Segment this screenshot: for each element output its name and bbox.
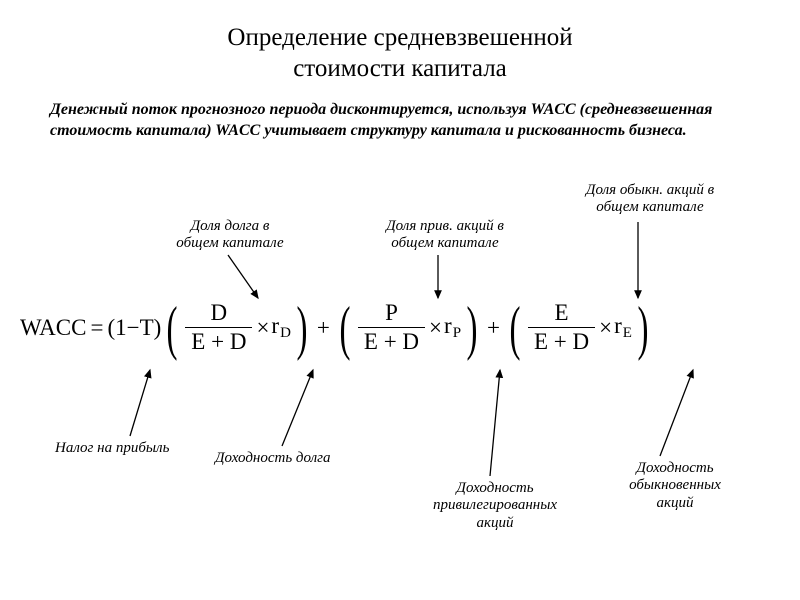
lparen-icon: (: [166, 301, 178, 355]
title-line2: стоимости капитала: [293, 55, 507, 82]
annot-common-share: Доля обыкн. акций в общем капитале: [555, 182, 745, 217]
frac-pref: P E + D: [356, 300, 427, 355]
times-icon: ×: [597, 315, 614, 341]
frac-debt: D E + D: [183, 300, 254, 355]
annot-tax: Налог на прибыль: [55, 440, 169, 457]
times-icon: ×: [427, 315, 444, 341]
rparen-icon: ): [637, 301, 649, 355]
minus: −: [127, 315, 140, 341]
annot-common-yield: Доходность обыкновенных акций: [600, 460, 750, 512]
rparen-icon: ): [466, 301, 478, 355]
plus: +: [313, 315, 334, 341]
frac-common: E E + D: [526, 300, 597, 355]
wacc-formula: WACC = (1 − T) ( D E + D × rD ) + ( P E …: [20, 300, 654, 355]
lhs: WACC: [20, 315, 86, 341]
annot-pref-yield: Доходность привилегированных акций: [400, 480, 590, 532]
intro-paragraph: Денежный поток прогнозного периода диско…: [50, 100, 740, 142]
r-d: rD: [271, 313, 291, 342]
plus: +: [483, 315, 504, 341]
r-p: rP: [444, 313, 461, 342]
tax-term-open: (1: [107, 315, 126, 341]
annot-debt-yield: Доходность долга: [215, 450, 331, 467]
lparen-icon: (: [339, 301, 351, 355]
tax-term-close: T): [140, 315, 162, 341]
annot-pref-share: Доля прив. акций в общем капитале: [355, 218, 535, 253]
annot-debt-share: Доля долга в общем капитале: [150, 218, 310, 253]
slide-title: Определение средневзвешенной стоимости к…: [0, 22, 800, 85]
eq: =: [86, 315, 107, 341]
lparen-icon: (: [509, 301, 521, 355]
times-icon: ×: [254, 315, 271, 341]
r-e: rE: [614, 313, 632, 342]
title-line1: Определение средневзвешенной: [227, 24, 572, 51]
rparen-icon: ): [296, 301, 308, 355]
